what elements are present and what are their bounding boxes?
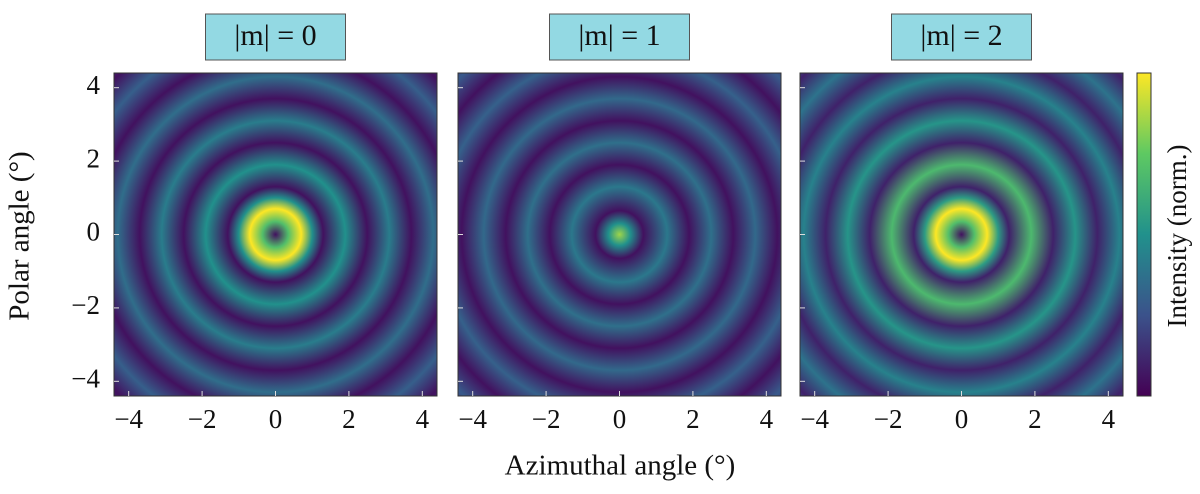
x-tick-label: 2	[686, 404, 700, 434]
x-tick-label: 2	[1028, 404, 1042, 434]
x-tick-label: −2	[188, 404, 217, 434]
y-tick-label: 0	[87, 217, 101, 247]
y-tick-label: −4	[71, 364, 100, 394]
x-tick-label: 4	[760, 404, 774, 434]
x-tick-label: −4	[800, 404, 829, 434]
colorbar	[1136, 72, 1152, 397]
heatmap	[800, 73, 1123, 396]
x-tick-label: 0	[269, 404, 283, 434]
colorbar-label: Intensity (norm.)	[1162, 145, 1192, 328]
x-tick-label: 0	[613, 404, 627, 434]
x-tick-label: −4	[458, 404, 487, 434]
title-box	[549, 13, 690, 61]
panel-title: |m| = 2	[920, 19, 1002, 52]
panel-title: |m| = 1	[578, 19, 660, 52]
y-tick-label: 2	[87, 143, 101, 173]
heatmap	[114, 73, 437, 396]
x-tick-label: 2	[342, 404, 356, 434]
heatmap	[458, 73, 781, 396]
x-tick-label: −2	[874, 404, 903, 434]
x-tick-label: −2	[532, 404, 561, 434]
y-tick-label: 4	[87, 70, 101, 100]
title-box	[891, 13, 1032, 61]
y-axis-label: Polar angle (°)	[4, 151, 36, 320]
x-tick-label: 4	[416, 404, 430, 434]
y-tick-label: −2	[71, 290, 100, 320]
panel-title: |m| = 0	[234, 19, 316, 52]
x-tick-label: 4	[1102, 404, 1116, 434]
x-tick-label: −4	[114, 404, 143, 434]
x-tick-label: 0	[955, 404, 969, 434]
x-axis-label: Azimuthal angle (°)	[505, 450, 736, 482]
title-box	[205, 13, 346, 61]
